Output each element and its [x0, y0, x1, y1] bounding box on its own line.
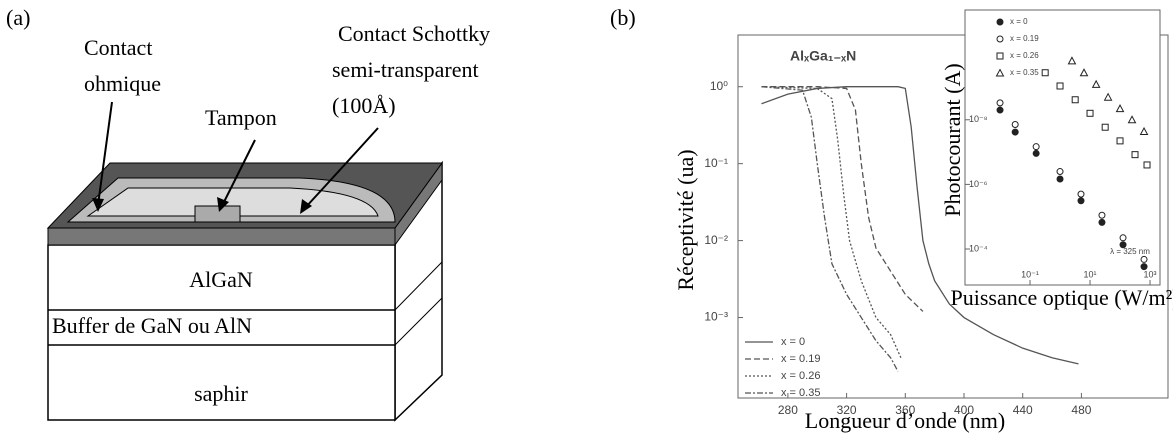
y-tick-label: 10⁻¹: [704, 156, 728, 170]
legend-label: x = 0.19: [1010, 34, 1039, 43]
y-tick-label: 10⁻⁶: [969, 179, 988, 189]
x-tick-label: 10¹: [1084, 269, 1097, 279]
point: [1077, 190, 1085, 198]
point: [1086, 109, 1094, 117]
x-tick-label: 10³: [1144, 269, 1157, 279]
device-diagram: [46, 101, 443, 422]
panel-label: (b): [610, 5, 636, 30]
point: [1011, 128, 1019, 136]
point: [1071, 96, 1079, 104]
annotation: λ = 325 nm: [1110, 247, 1150, 256]
point: [1077, 197, 1085, 205]
point: [1056, 168, 1064, 176]
point: [1103, 92, 1113, 101]
x-tick-label: 10⁻¹: [1021, 269, 1039, 279]
label: Contact: [84, 35, 152, 60]
legend-swatch: [996, 35, 1004, 43]
x-tick-label: 320: [837, 403, 857, 417]
arrow-head: [92, 198, 104, 212]
legend-swatch: [996, 18, 1004, 26]
arrow: [221, 139, 256, 207]
label: (100Å): [332, 93, 396, 118]
point: [1032, 143, 1040, 151]
x-axis-label: Longueur d’onde (nm): [805, 408, 1005, 433]
point: [1140, 255, 1148, 263]
point: [1119, 241, 1127, 249]
arrow: [304, 127, 379, 209]
point: [1127, 115, 1137, 124]
label: ohmique: [84, 71, 161, 96]
line: [761, 86, 899, 372]
x-tick-label: 280: [778, 403, 798, 417]
point: [1116, 137, 1124, 145]
y-tick-label: 10⁰: [710, 79, 728, 93]
x-tick-label: 400: [954, 403, 974, 417]
legend-label: x = 0.35: [1010, 68, 1039, 77]
point: [1091, 79, 1101, 88]
line: [761, 86, 902, 359]
point: [1131, 151, 1139, 159]
front-face: [47, 244, 396, 421]
arrow-head: [217, 197, 229, 212]
legend-label: x = 0.26: [1010, 51, 1039, 60]
y-axis-label: Photocourant (A): [940, 63, 965, 216]
label: Tampon: [205, 105, 277, 130]
point: [1098, 218, 1106, 226]
buffer-pad: [194, 205, 241, 223]
layer-label: Buffer de GaN ou AlN: [52, 313, 252, 338]
y-axis-label: Réceptivité (ua): [673, 149, 698, 290]
point: [996, 106, 1004, 114]
point: [1032, 149, 1040, 157]
point: [1101, 123, 1109, 131]
point: [996, 99, 1004, 107]
point: [1056, 82, 1064, 90]
panel-label: (a): [6, 5, 30, 30]
y-tick-label: 10⁻³: [704, 310, 728, 324]
layer-label: saphir: [194, 381, 248, 406]
layer-edge: [394, 261, 443, 311]
point: [1079, 68, 1089, 77]
label: Contact Schottky: [338, 21, 490, 46]
point: [1139, 126, 1149, 135]
point: [1143, 161, 1151, 169]
point: [1011, 121, 1019, 129]
legend-label: x = 0: [1010, 17, 1028, 26]
contact-edge: [47, 227, 396, 246]
point: [1098, 211, 1106, 219]
point: [1140, 263, 1148, 271]
arrow: [97, 101, 113, 206]
x-tick-label: 480: [1071, 403, 1091, 417]
y-tick-label: 10⁻²: [704, 233, 728, 247]
y-tick-label: 10⁻⁸: [969, 114, 988, 124]
line: [761, 86, 1079, 365]
point: [1056, 175, 1064, 183]
x-tick-label: 440: [1013, 403, 1033, 417]
legend-swatch: [996, 52, 1004, 60]
point: [1067, 56, 1077, 65]
legend-label: x = 0: [781, 336, 805, 348]
layer-edge: [394, 297, 443, 346]
arrow-head: [300, 199, 312, 214]
chart-title: AlₓGa₁₋ₓN: [790, 48, 856, 64]
y-tick-label: 10⁻⁴: [969, 243, 988, 253]
x-tick-label: 360: [895, 403, 915, 417]
point: [1119, 234, 1127, 242]
legend-label: x = 0.26: [781, 370, 820, 382]
line: [761, 86, 924, 312]
point: [1115, 104, 1125, 113]
layer-label: AlGaN: [189, 267, 253, 292]
legend-label: x = 0.35: [781, 387, 820, 399]
point: [1041, 69, 1049, 77]
label: semi-transparent: [332, 57, 479, 82]
legend-swatch: [995, 68, 1005, 77]
plot-frame: [964, 9, 1161, 286]
x-axis-label: Puissance optique (W/m²): [951, 285, 1173, 310]
legend-label: x = 0.19: [781, 353, 820, 365]
